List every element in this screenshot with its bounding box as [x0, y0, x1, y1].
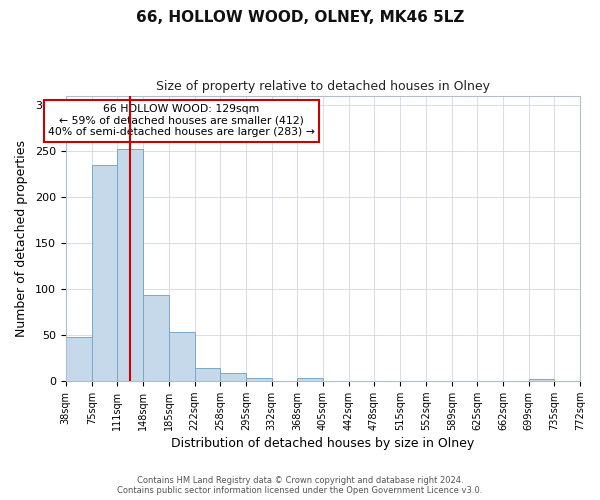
Text: Contains HM Land Registry data © Crown copyright and database right 2024.
Contai: Contains HM Land Registry data © Crown c… — [118, 476, 482, 495]
Bar — [297, 378, 323, 381]
Bar — [169, 332, 194, 381]
Bar — [246, 378, 272, 381]
Y-axis label: Number of detached properties: Number of detached properties — [15, 140, 28, 336]
Bar — [92, 164, 117, 381]
Bar — [529, 379, 554, 381]
X-axis label: Distribution of detached houses by size in Olney: Distribution of detached houses by size … — [171, 437, 475, 450]
Text: 66, HOLLOW WOOD, OLNEY, MK46 5LZ: 66, HOLLOW WOOD, OLNEY, MK46 5LZ — [136, 10, 464, 25]
Text: 66 HOLLOW WOOD: 129sqm
← 59% of detached houses are smaller (412)
40% of semi-de: 66 HOLLOW WOOD: 129sqm ← 59% of detached… — [48, 104, 315, 138]
Bar — [66, 336, 92, 381]
Bar — [143, 295, 169, 381]
Title: Size of property relative to detached houses in Olney: Size of property relative to detached ho… — [156, 80, 490, 93]
Bar — [117, 149, 143, 381]
Bar — [194, 368, 220, 381]
Bar — [220, 374, 246, 381]
